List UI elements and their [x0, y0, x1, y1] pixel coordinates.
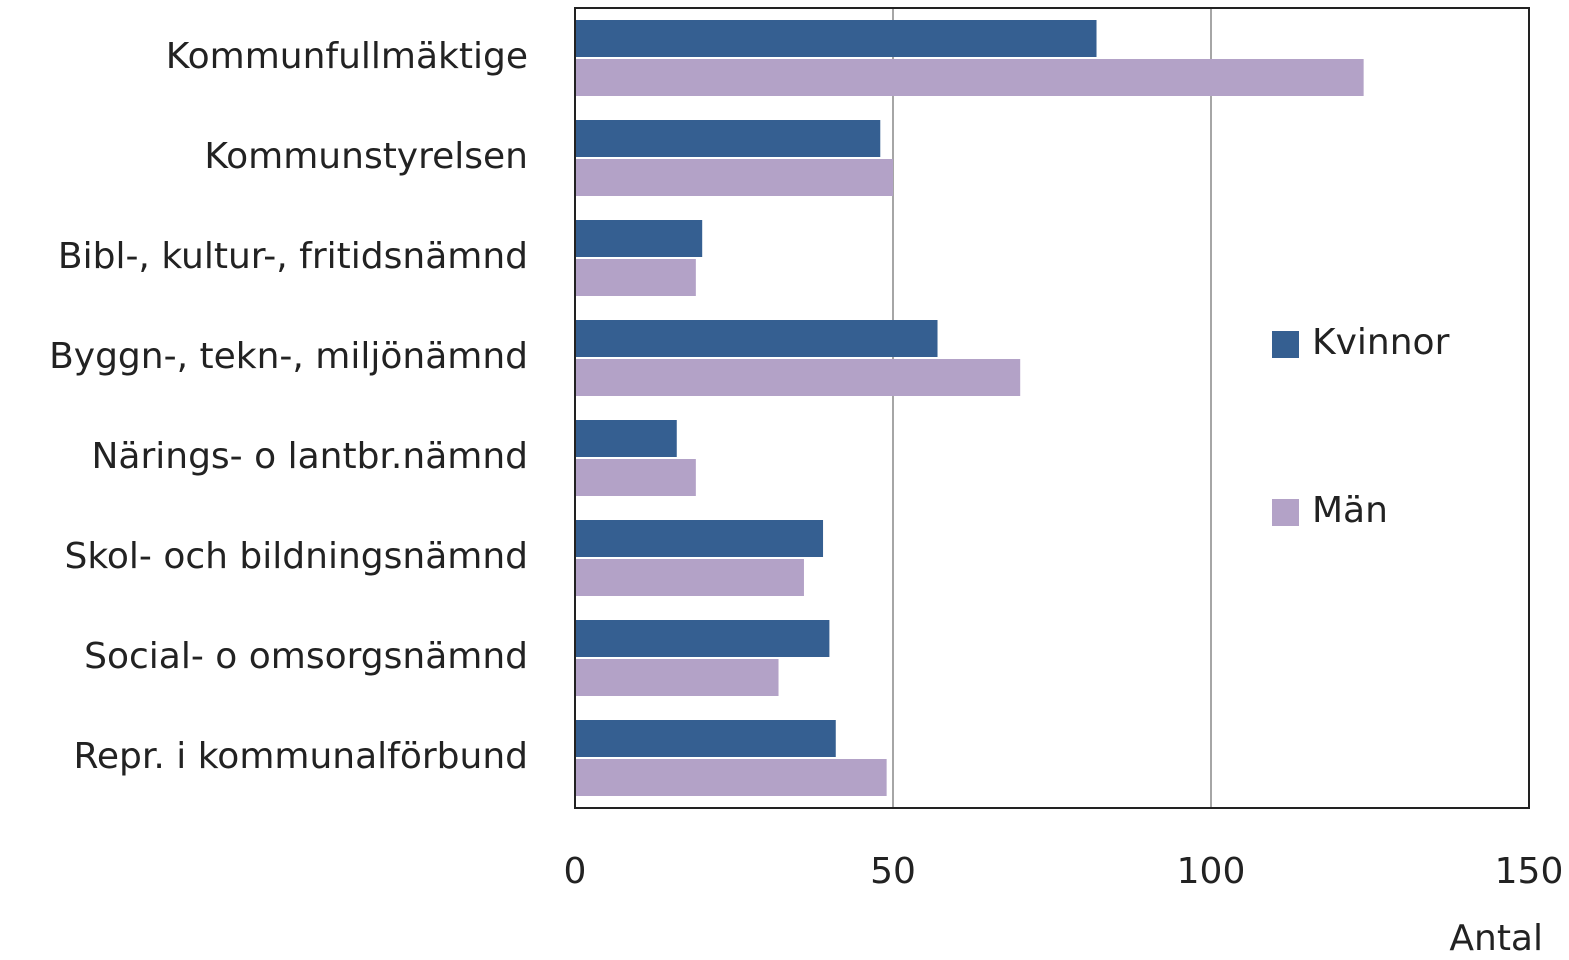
y-tick-label: Byggn-, tekn-, miljönämnd	[49, 336, 528, 377]
y-tick-label: Social- o omsorgsnämnd	[84, 636, 528, 677]
bar	[575, 459, 696, 496]
bar	[575, 659, 779, 696]
bar	[575, 59, 1364, 96]
bar	[575, 159, 893, 196]
bar	[575, 420, 677, 457]
legend-label: Kvinnor	[1312, 322, 1450, 363]
bar	[575, 520, 824, 557]
bar	[575, 320, 938, 357]
y-tick-label: Bibl-, kultur-, fritidsnämnd	[58, 236, 528, 277]
x-tick-label: 100	[1177, 851, 1246, 892]
x-tick-label: 0	[564, 851, 587, 892]
bar	[575, 359, 1021, 396]
bar	[575, 220, 703, 257]
bar	[575, 759, 887, 796]
bar	[575, 620, 830, 657]
legend-swatch	[1272, 331, 1299, 358]
bar	[575, 720, 836, 757]
y-tick-label: Repr. i kommunalförbund	[74, 736, 528, 777]
bar	[575, 259, 696, 296]
x-axis-label: Antal	[1449, 918, 1543, 959]
x-tick-label: 50	[870, 851, 916, 892]
legend-label: Män	[1312, 490, 1388, 531]
bar	[575, 120, 881, 157]
y-tick-label: Kommunstyrelsen	[204, 136, 528, 177]
legend-swatch	[1272, 499, 1299, 526]
y-tick-label: Kommunfullmäktige	[166, 36, 528, 77]
y-tick-label: Skol- och bildningsnämnd	[64, 536, 528, 577]
plot-frame	[574, 7, 1530, 809]
bar	[575, 559, 804, 596]
x-tick-label: 150	[1495, 851, 1564, 892]
bar	[575, 20, 1097, 57]
y-tick-label: Närings- o lantbr.nämnd	[91, 436, 528, 477]
